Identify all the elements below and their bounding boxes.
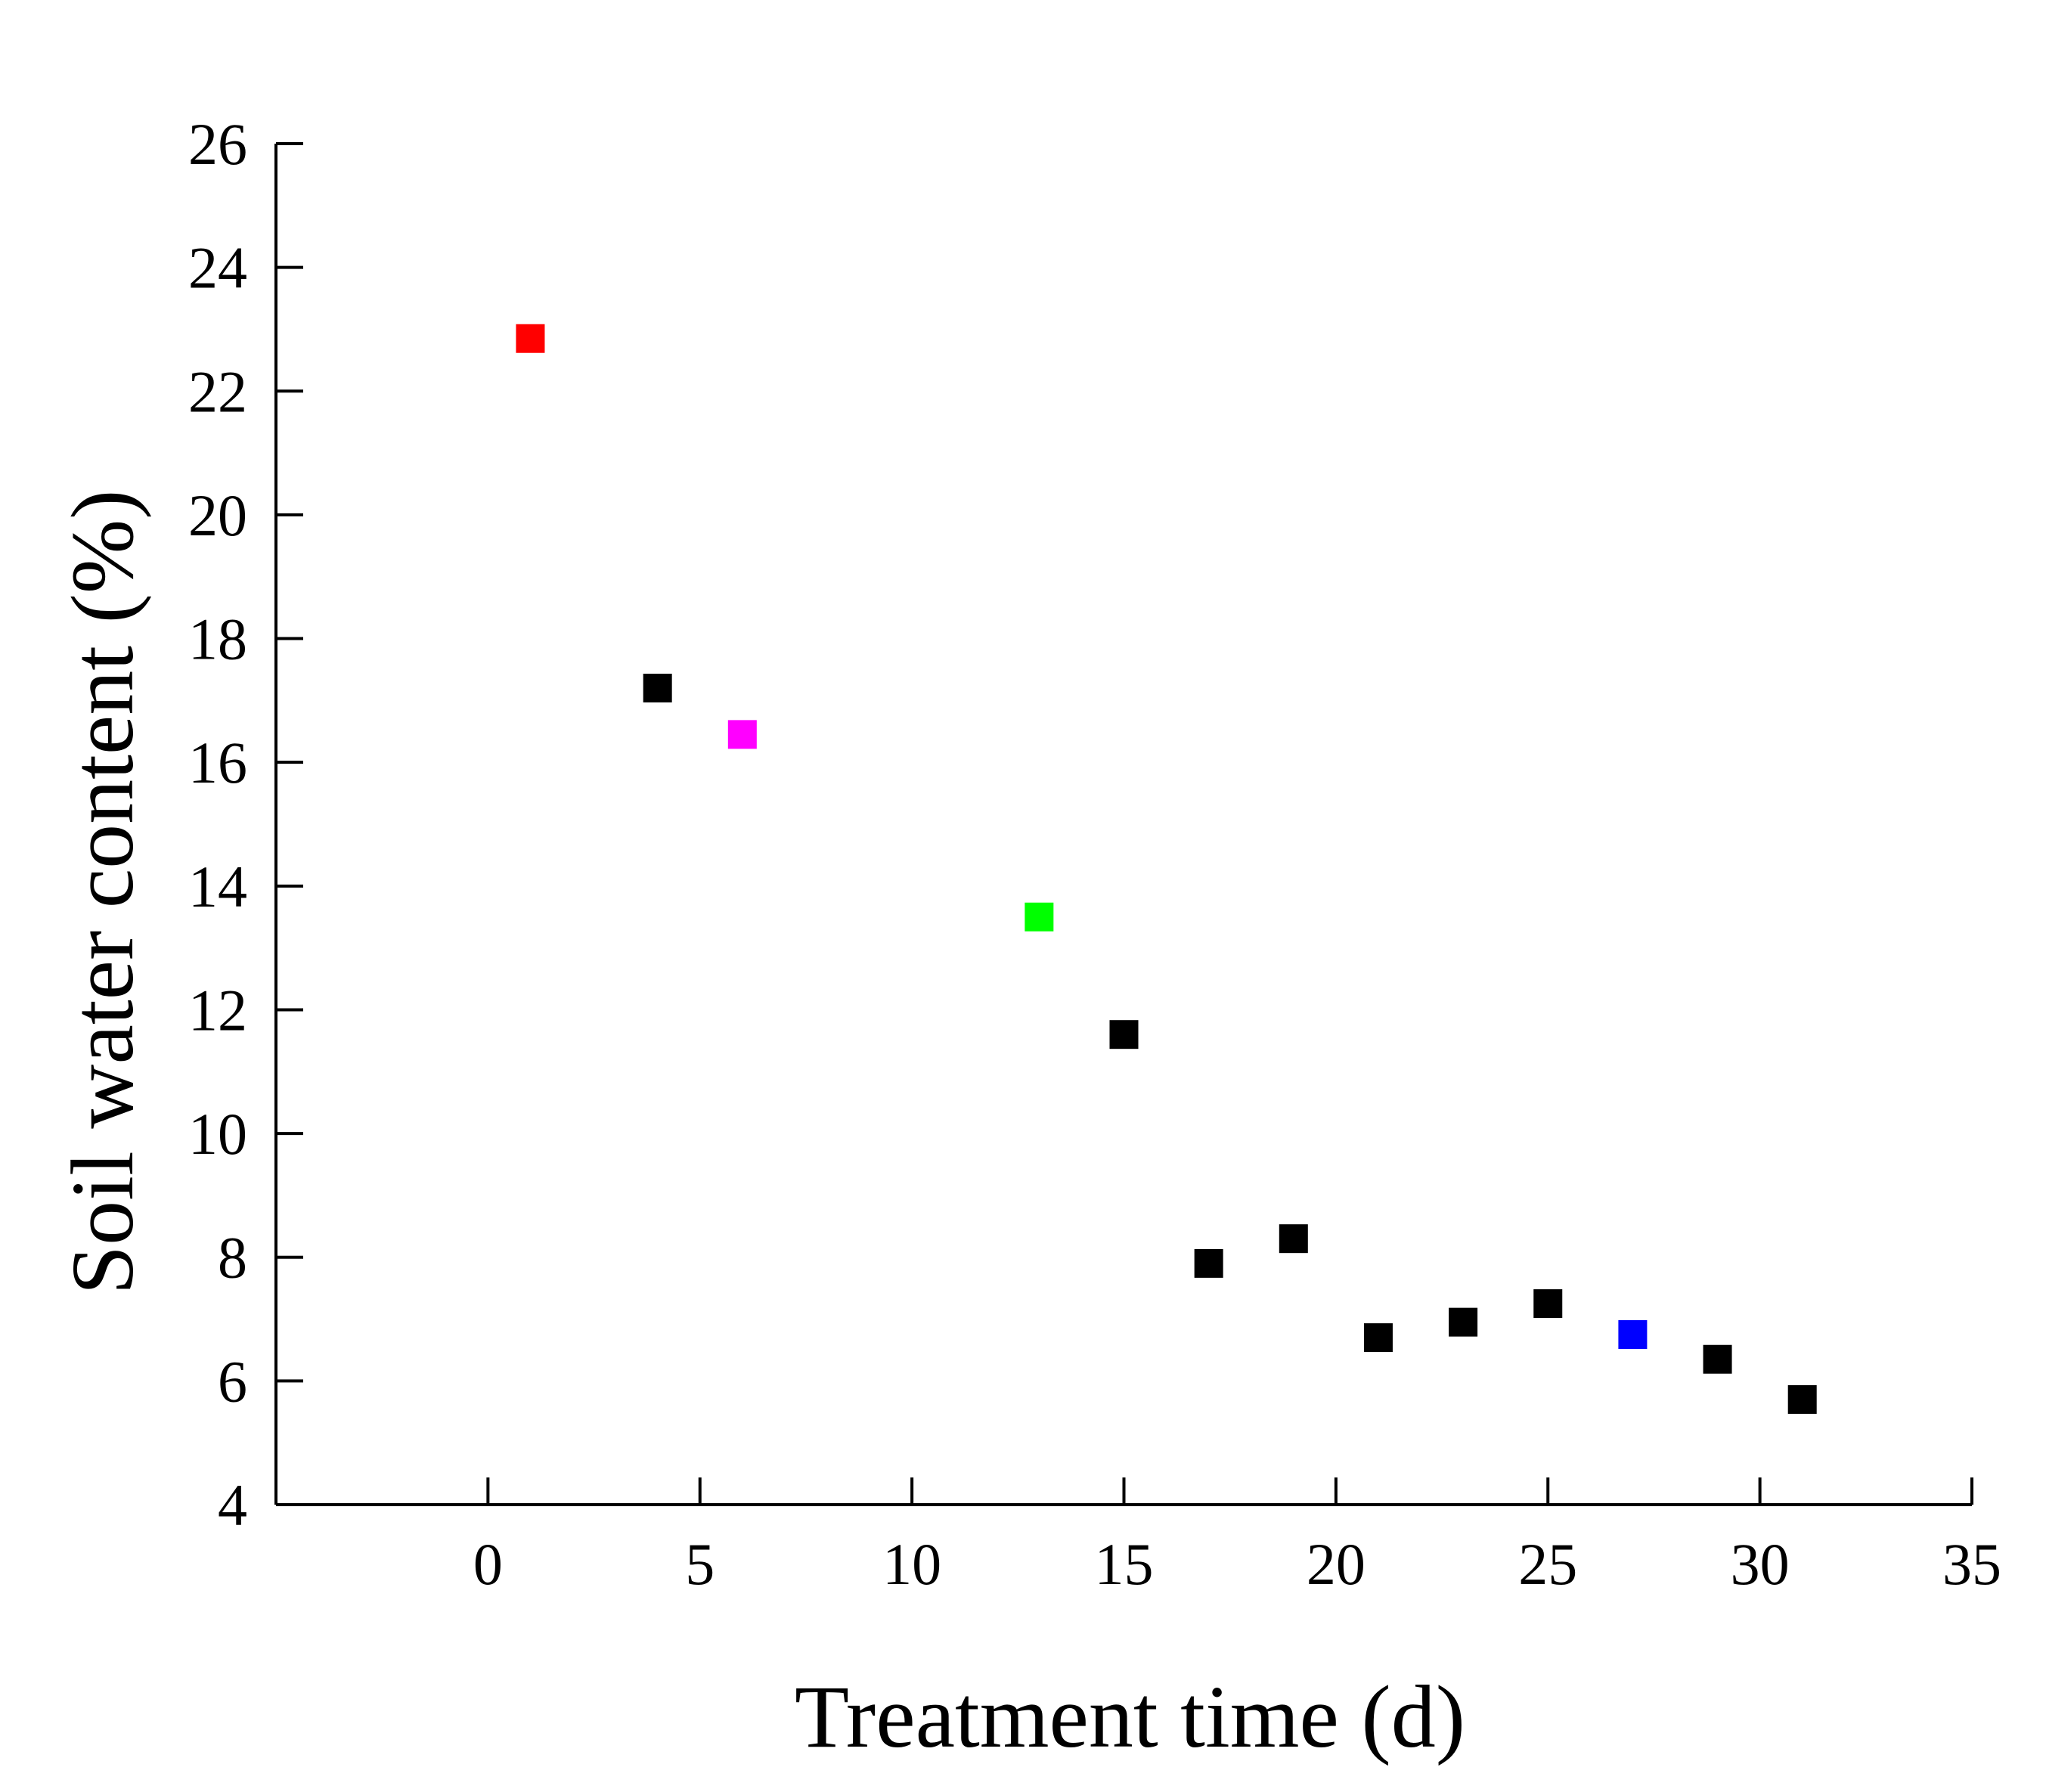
y-tick-label: 26 (188, 111, 247, 177)
data-point (727, 720, 757, 749)
y-tick-label: 8 (218, 1225, 247, 1291)
y-axis-ticks: 4 6 8 10 12 14 16 18 20 22 24 26 (188, 111, 303, 1538)
y-tick-label: 20 (188, 482, 247, 548)
y-tick-label: 24 (188, 235, 247, 301)
x-tick-label: 10 (882, 1531, 941, 1597)
data-point (1025, 902, 1054, 932)
x-tick-label: 0 (473, 1531, 503, 1597)
data-point (1279, 1224, 1308, 1254)
y-tick-label: 4 (218, 1472, 247, 1538)
data-point (1194, 1248, 1223, 1278)
y-tick-label: 12 (188, 977, 247, 1043)
data-points (516, 324, 1817, 1414)
x-axis-ticks: 0 5 10 15 20 25 30 35 (473, 1477, 2001, 1597)
data-point (1787, 1384, 1817, 1414)
data-point (1618, 1320, 1648, 1349)
data-point (1363, 1323, 1393, 1353)
x-axis-title: Treatment time (d) (795, 1667, 1465, 1766)
y-tick-label: 14 (188, 854, 247, 919)
x-tick-label: 25 (1518, 1531, 1577, 1597)
y-tick-label: 6 (218, 1348, 247, 1414)
y-tick-label: 22 (188, 358, 247, 424)
y-tick-label: 10 (188, 1101, 247, 1167)
x-tick-label: 15 (1095, 1531, 1154, 1597)
data-point (1533, 1289, 1563, 1319)
y-axis-title: Soil water content (%) (53, 490, 152, 1295)
y-tick-label: 16 (188, 730, 247, 795)
data-point (1109, 1020, 1139, 1049)
data-point (516, 324, 545, 353)
x-tick-label: 35 (1942, 1531, 2001, 1597)
x-tick-label: 20 (1307, 1531, 1366, 1597)
data-point (1703, 1344, 1732, 1374)
x-tick-label: 30 (1731, 1531, 1790, 1597)
data-point (1449, 1307, 1478, 1337)
y-tick-label: 18 (188, 606, 247, 672)
data-point (643, 674, 672, 702)
x-tick-label: 5 (685, 1531, 715, 1597)
